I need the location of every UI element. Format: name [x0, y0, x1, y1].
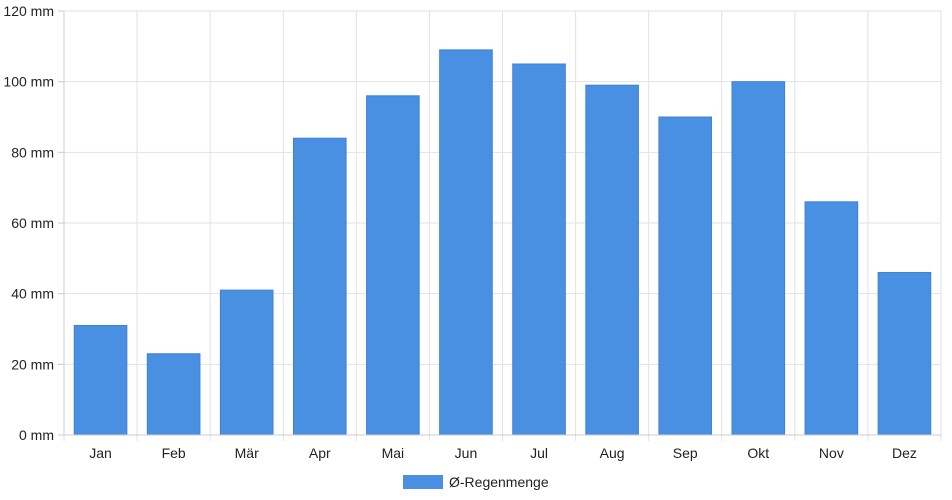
bar-sep[interactable] — [658, 116, 713, 436]
x-tick-label: Dez — [892, 445, 917, 461]
x-tick-label: Nov — [819, 445, 844, 461]
y-tick-labels: 0 mm 20 mm 40 mm 60 mm 80 mm 100 mm 120 mm — [3, 3, 54, 443]
x-tick-label: Jan — [89, 445, 112, 461]
legend-swatch — [403, 475, 443, 489]
bar-jun[interactable] — [439, 49, 493, 436]
x-tick-label: Aug — [600, 445, 625, 461]
bar-dez[interactable] — [877, 271, 932, 436]
bars — [73, 49, 932, 436]
bar-jan[interactable] — [73, 324, 128, 436]
y-tick-label: 100 mm — [3, 74, 54, 90]
x-tick-labels: Jan Feb Mär Apr Mai Jun Jul Aug Sep Okt Nov Dez — [89, 445, 917, 461]
axes — [58, 10, 941, 436]
x-tick-label: Okt — [747, 445, 769, 461]
y-tick-label: 60 mm — [11, 215, 54, 231]
y-tick-label: 120 mm — [3, 3, 54, 19]
y-tick-label: 0 mm — [19, 427, 54, 443]
x-tick-label: Apr — [309, 445, 331, 461]
bar-aug[interactable] — [585, 84, 639, 436]
grid-lines — [63, 10, 942, 441]
bar-apr[interactable] — [292, 137, 347, 436]
x-tick-label: Jun — [455, 445, 478, 461]
x-tick-label: Sep — [673, 445, 698, 461]
y-tick-label: 20 mm — [11, 356, 54, 372]
y-tick-label: 40 mm — [11, 286, 54, 302]
x-tick-label: Feb — [162, 445, 186, 461]
legend-label: Ø-Regenmenge — [449, 474, 549, 490]
bar-jul[interactable] — [512, 63, 566, 436]
bar-okt[interactable] — [731, 81, 786, 436]
x-tick-label: Mär — [235, 445, 259, 461]
bar-nov[interactable] — [804, 201, 859, 436]
bar-mär[interactable] — [219, 289, 274, 436]
y-tick-label: 80 mm — [11, 144, 54, 160]
legend[interactable]: Ø-Regenmenge — [403, 473, 549, 491]
bar-feb[interactable] — [146, 353, 201, 436]
bar-mai[interactable] — [366, 95, 420, 436]
x-tick-label: Jul — [530, 445, 548, 461]
x-tick-label: Mai — [382, 445, 405, 461]
